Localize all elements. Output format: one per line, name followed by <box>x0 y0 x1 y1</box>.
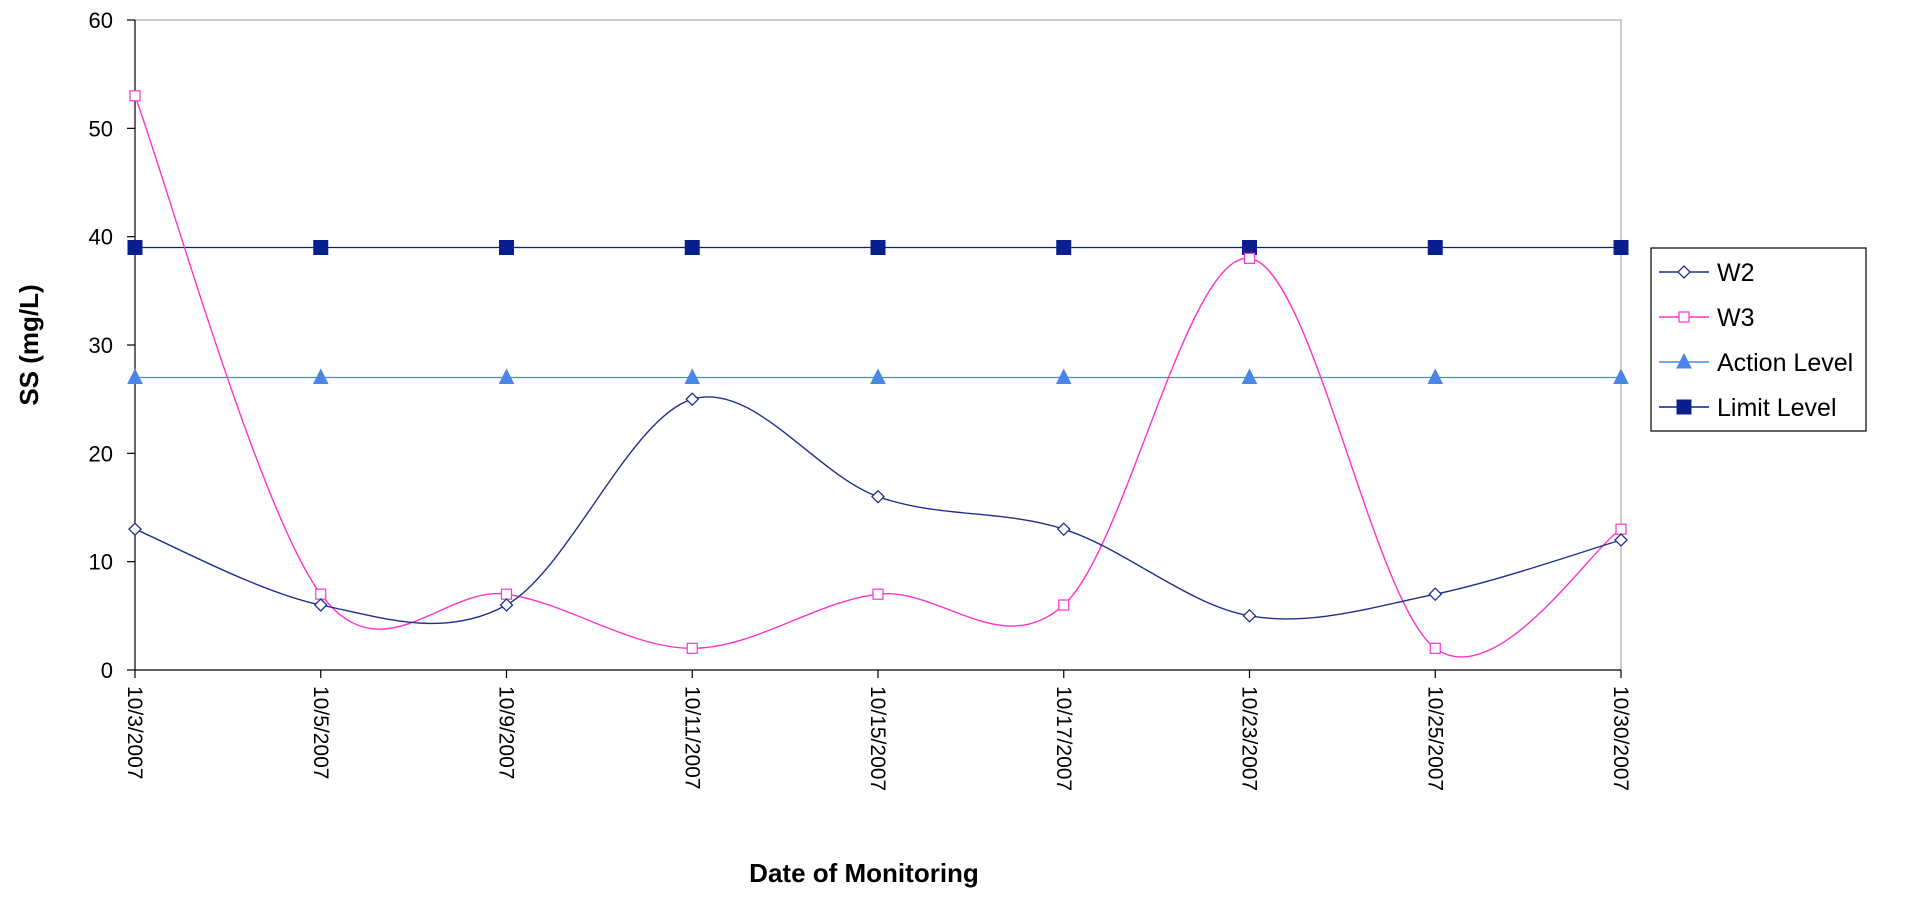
legend-label-action-level: Action Level <box>1717 349 1853 377</box>
data-point-w3 <box>1058 599 1070 611</box>
data-point-action-level <box>498 368 515 384</box>
x-tick-label: 10/23/2007 <box>1238 686 1261 791</box>
data-point-w3 <box>500 588 513 600</box>
y-tick-label: 40 <box>89 225 113 250</box>
data-point-w2 <box>313 598 328 612</box>
data-point-limit-level <box>313 240 329 255</box>
y-tick-label: 20 <box>89 441 113 466</box>
data-point-limit-level <box>499 240 514 255</box>
x-tick-label: 10/15/2007 <box>866 686 889 791</box>
y-tick-label: 0 <box>101 658 113 683</box>
data-point-w2 <box>1056 522 1071 537</box>
legend: W2 W3 Action Level Limit Level <box>1650 247 1867 432</box>
data-point-action-level <box>1613 368 1629 384</box>
data-point-action-level <box>1055 368 1072 384</box>
x-tick-label: 10/9/2007 <box>495 686 518 779</box>
data-point-w2 <box>499 598 514 612</box>
legend-label-w3: W3 <box>1717 304 1755 332</box>
y-tick-label: 30 <box>89 333 113 358</box>
x-tick-label: 10/11/2007 <box>680 686 703 790</box>
series-line-w2 <box>134 396 1622 625</box>
data-point-w3 <box>1429 642 1441 654</box>
y-tick-label: 60 <box>89 8 113 33</box>
x-tick-label: 10/3/2007 <box>123 686 146 779</box>
data-point-w3 <box>686 642 698 654</box>
data-point-limit-level <box>127 240 143 255</box>
x-tick-label: 10/5/2007 <box>309 686 332 779</box>
x-tick-label: 10/17/2007 <box>1052 686 1075 791</box>
legend-marker-w3 <box>1678 311 1690 323</box>
data-point-w2 <box>128 522 142 537</box>
data-point-action-level <box>127 368 143 384</box>
data-point-action-level <box>870 368 886 384</box>
legend-marker-limit-level <box>1676 399 1692 415</box>
data-point-w2 <box>685 392 700 407</box>
data-point-w2 <box>1614 533 1628 547</box>
data-point-w2 <box>871 489 885 504</box>
x-axis-title: Date of Monitoring <box>749 858 979 888</box>
series-w2 <box>128 392 1628 625</box>
y-axis-title: SS (mg/L) <box>14 284 44 405</box>
y-tick-label: 10 <box>89 550 113 575</box>
series-w3 <box>129 90 1627 658</box>
data-point-w3 <box>129 90 141 102</box>
axes: 0 10 20 30 40 50 60 10/3/2007 10/5/2007 10/9/2007… <box>89 8 1632 791</box>
data-point-limit-level <box>1613 240 1629 255</box>
data-point-limit-level <box>684 240 700 255</box>
plot-area <box>134 19 1622 671</box>
data-point-action-level <box>684 368 701 384</box>
legend-marker-action-level <box>1676 352 1692 369</box>
data-point-action-level <box>1427 368 1444 384</box>
series-group <box>127 90 1629 658</box>
data-point-limit-level <box>1056 240 1072 255</box>
data-point-w3 <box>872 588 884 600</box>
data-point-action-level <box>312 368 329 384</box>
data-point-w3 <box>315 588 327 600</box>
data-point-limit-level <box>1242 240 1257 255</box>
data-point-limit-level <box>1427 240 1443 255</box>
data-point-w2 <box>1428 587 1443 602</box>
x-tick-label: 10/30/2007 <box>1609 686 1632 791</box>
data-point-w3 <box>1243 252 1256 264</box>
data-point-w3 <box>1615 523 1627 535</box>
series-action-level <box>127 368 1629 384</box>
x-tick-label: 10/25/2007 <box>1423 686 1446 791</box>
legend-marker-w2 <box>1677 265 1691 279</box>
data-point-limit-level <box>870 240 886 255</box>
data-point-action-level <box>1241 368 1258 384</box>
legend-label-w2: W2 <box>1717 259 1755 287</box>
data-point-w2 <box>1242 608 1257 623</box>
legend-label-limit-level: Limit Level <box>1717 394 1837 422</box>
y-tick-label: 50 <box>89 116 113 141</box>
